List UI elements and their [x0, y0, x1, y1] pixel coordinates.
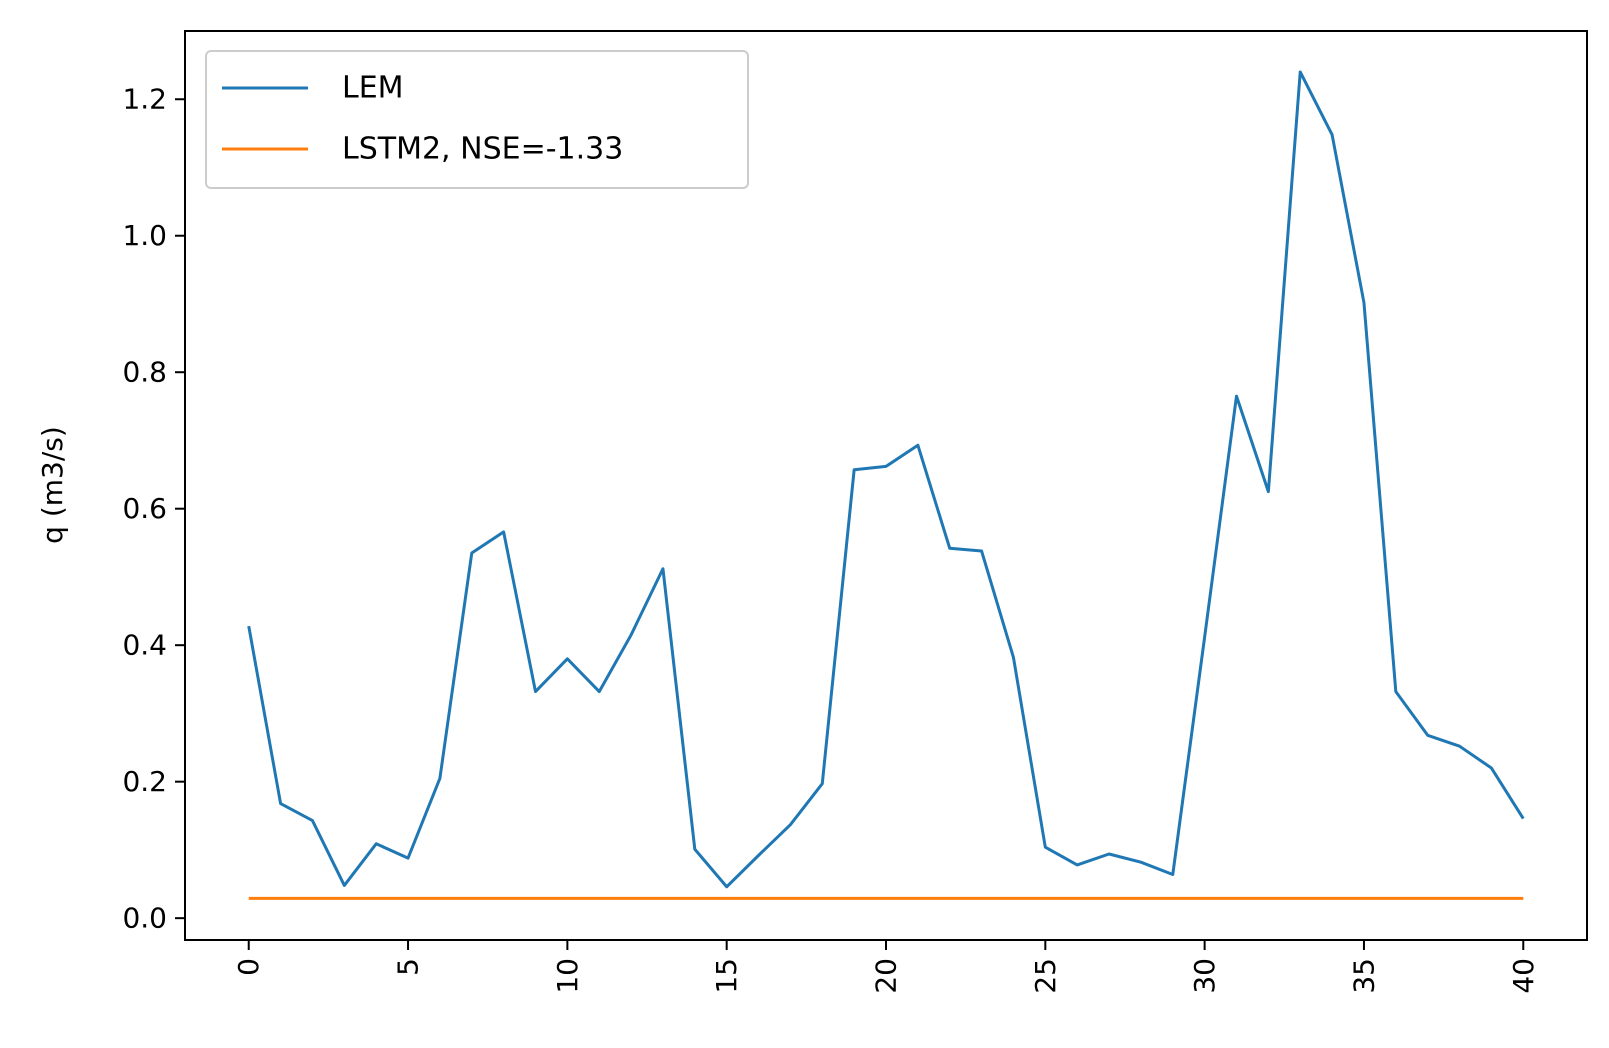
y-tick-label: 0.0: [122, 902, 167, 935]
x-tick-label: 5: [392, 958, 425, 976]
x-axis-ticks: 0 5 10 15 20 25 30 35 40: [232, 940, 1540, 994]
x-tick-label: 30: [1188, 958, 1221, 994]
legend-label: LSTM2, NSE=-1.33: [342, 132, 623, 167]
y-axis-label: q (m3/s): [36, 426, 69, 544]
y-tick-label: 0.4: [122, 629, 167, 662]
x-tick-label: 40: [1507, 958, 1540, 994]
y-tick-label: 0.2: [122, 765, 167, 798]
legend-box: [205, 50, 749, 189]
legend-entries: LEM LSTM2, NSE=-1.33: [222, 71, 623, 167]
series-line-lem: [247, 70, 1525, 889]
x-tick-label: 0: [232, 958, 265, 976]
y-axis-ticks: 0.0 0.2 0.4 0.6 0.8 1.0 1.2: [122, 83, 185, 935]
x-tick-label: 35: [1347, 958, 1380, 994]
y-tick-label: 0.6: [122, 492, 167, 525]
x-tick-label: 20: [870, 958, 903, 994]
x-tick-label: 15: [710, 958, 743, 994]
legend-label: LEM: [342, 71, 404, 106]
legend: LEM LSTM2, NSE=-1.33: [205, 50, 749, 189]
series-layer: [247, 70, 1525, 900]
y-tick-label: 1.0: [122, 219, 167, 252]
x-tick-label: 25: [1029, 958, 1062, 994]
x-tick-label: 10: [551, 958, 584, 994]
y-tick-label: 1.2: [122, 83, 167, 116]
y-tick-label: 0.8: [122, 356, 167, 389]
